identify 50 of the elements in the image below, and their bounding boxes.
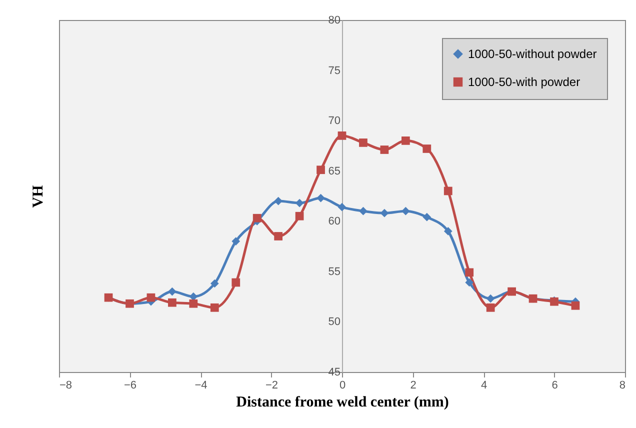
y-tick-label: 50: [328, 316, 340, 328]
legend-label: 1000-50-without powder: [468, 47, 597, 61]
point: [168, 298, 176, 307]
point: [422, 212, 432, 222]
x-tick-label: 0: [339, 380, 346, 392]
point: [401, 136, 410, 145]
point: [444, 186, 452, 196]
point: [168, 287, 176, 296]
y-tick-label: 75: [328, 64, 340, 77]
point: [359, 206, 368, 216]
x-tick-label: 2: [410, 380, 416, 392]
y-axis-title: VH: [30, 184, 46, 208]
point: [465, 268, 474, 277]
point: [189, 299, 198, 308]
point: [359, 138, 368, 147]
point: [380, 208, 389, 218]
point: [486, 294, 495, 303]
x-tick-label: −6: [124, 380, 137, 392]
point: [338, 131, 346, 140]
point: [295, 212, 304, 220]
x-tick-label: 4: [480, 380, 488, 392]
y-tick-label: 65: [328, 165, 340, 178]
x-tick-label: −8: [60, 380, 72, 392]
point: [338, 202, 346, 212]
point: [316, 166, 325, 174]
y-tick-label: 70: [328, 115, 340, 128]
x-tick-label: 6: [552, 380, 558, 392]
x-tick-label: −2: [265, 380, 278, 392]
x-tick-label: −4: [194, 380, 208, 392]
point: [274, 232, 283, 240]
point: [465, 278, 474, 287]
y-tick-label: 60: [328, 216, 340, 228]
x-tick-label: 8: [619, 380, 626, 392]
point: [232, 278, 240, 287]
point: [252, 214, 262, 222]
point: [146, 293, 156, 302]
point: [380, 146, 389, 154]
point: [444, 227, 452, 236]
point: [210, 279, 219, 288]
point: [316, 194, 325, 202]
y-tick-label: 55: [328, 266, 340, 278]
point: [210, 303, 219, 312]
legend-label: 1000-50-with powder: [468, 75, 580, 89]
point: [571, 301, 580, 310]
point: [422, 144, 432, 153]
point: [401, 206, 410, 216]
point: [295, 198, 304, 208]
x-axis-title: Distance frome weld center (mm): [236, 394, 449, 410]
point: [486, 303, 495, 312]
point: [232, 237, 240, 246]
